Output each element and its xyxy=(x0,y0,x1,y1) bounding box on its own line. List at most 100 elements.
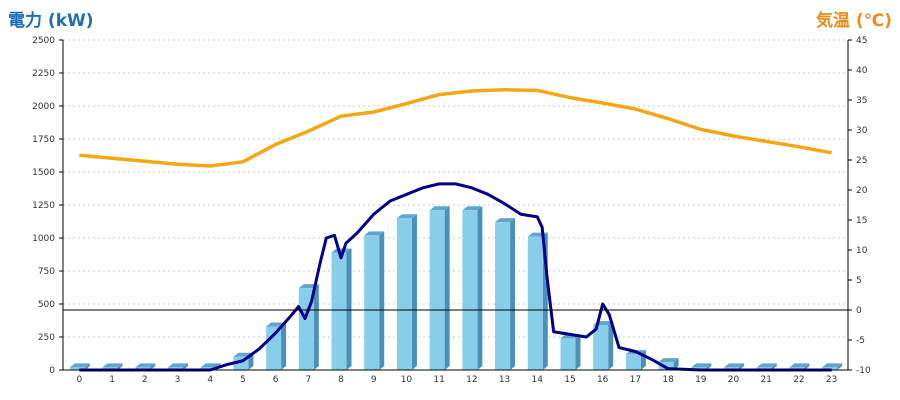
bar-top xyxy=(462,206,483,211)
line-layer xyxy=(79,88,832,372)
x-tick-label: 19 xyxy=(695,375,707,385)
x-tick-label: 4 xyxy=(207,375,213,385)
bar-side xyxy=(281,322,287,370)
left-tick-label: 0 xyxy=(49,366,55,376)
left-tick-label: 250 xyxy=(38,333,55,343)
power-line xyxy=(79,182,832,372)
bar-side xyxy=(575,334,581,370)
bar-6 xyxy=(266,322,287,370)
bar-front xyxy=(527,236,543,370)
bar-top xyxy=(756,363,777,368)
bar-front xyxy=(331,252,347,370)
bar-side xyxy=(673,358,679,370)
right-tick-label: 45 xyxy=(856,36,867,46)
left-tick-label: 2500 xyxy=(32,36,55,46)
bar-front xyxy=(364,235,380,370)
x-tick-label: 1 xyxy=(109,375,115,385)
bar-14 xyxy=(527,232,548,370)
bar-top xyxy=(495,218,516,223)
bar-side xyxy=(182,363,188,370)
right-tick-label: 40 xyxy=(856,66,868,76)
left-tick-label: 1000 xyxy=(32,234,55,244)
right-tick-label: -5 xyxy=(856,336,865,346)
x-tick-label: 15 xyxy=(564,375,575,385)
bar-side xyxy=(477,206,483,370)
x-tick-label: 6 xyxy=(273,375,279,385)
left-tick-label: 2250 xyxy=(32,69,55,79)
bar-top xyxy=(822,363,843,368)
bar-front xyxy=(593,325,609,370)
x-tick-label: 10 xyxy=(401,375,413,385)
x-tick-label: 9 xyxy=(371,375,377,385)
x-tick-label: 5 xyxy=(240,375,246,385)
left-tick-label: 1750 xyxy=(32,135,55,145)
x-tick-label: 3 xyxy=(175,375,181,385)
bar-side xyxy=(771,363,777,370)
bar-side xyxy=(608,321,614,370)
left-tick-label: 1500 xyxy=(32,168,55,178)
bar-13 xyxy=(495,218,516,370)
right-tick-label: 5 xyxy=(856,276,862,286)
bar-7 xyxy=(298,284,319,370)
bar-15 xyxy=(560,334,581,370)
bar-10 xyxy=(396,214,417,370)
x-tick-label: 11 xyxy=(433,375,444,385)
right-tick-label: 30 xyxy=(856,126,868,136)
bar-top xyxy=(102,363,123,368)
bar-front xyxy=(462,210,478,370)
bar-layer xyxy=(69,206,843,370)
bar-side xyxy=(84,363,90,370)
bar-12 xyxy=(462,206,483,370)
bar-front xyxy=(396,218,412,370)
bar-side xyxy=(804,363,810,370)
right-tick-label: 15 xyxy=(856,216,867,226)
bar-side xyxy=(117,363,123,370)
left-tick-label: 750 xyxy=(38,267,55,277)
x-tick-label: 7 xyxy=(305,375,311,385)
x-tick-label: 20 xyxy=(728,375,740,385)
bar-front xyxy=(69,367,85,370)
bar-top xyxy=(429,206,450,211)
bar-top xyxy=(789,363,810,368)
bar-front xyxy=(625,354,641,370)
grid-layer xyxy=(63,39,848,338)
bar-side xyxy=(444,206,450,370)
bar-top xyxy=(200,363,221,368)
left-tick-label: 2000 xyxy=(32,102,55,112)
x-tick-label: 8 xyxy=(338,375,344,385)
bar-front xyxy=(429,210,445,370)
bar-0 xyxy=(69,363,90,370)
axis-layer: 02505007501000125015001750200022502500-1… xyxy=(32,36,871,385)
x-tick-label: 14 xyxy=(532,375,544,385)
bar-11 xyxy=(429,206,450,370)
x-tick-label: 23 xyxy=(826,375,837,385)
right-axis-title: 気温 (℃) xyxy=(815,11,892,31)
right-tick-label: 0 xyxy=(856,306,862,316)
x-tick-label: 18 xyxy=(662,375,674,385)
x-tick-label: 16 xyxy=(597,375,609,385)
bar-side xyxy=(510,218,516,370)
bar-top xyxy=(69,363,90,368)
x-tick-label: 21 xyxy=(761,375,772,385)
x-tick-label: 0 xyxy=(76,375,82,385)
bar-side xyxy=(346,248,352,370)
bar-side xyxy=(837,363,843,370)
bar-top xyxy=(364,231,385,236)
right-tick-label: 35 xyxy=(856,96,867,106)
left-tick-label: 500 xyxy=(38,300,55,310)
bar-top xyxy=(396,214,417,219)
bar-front xyxy=(560,338,576,370)
right-tick-label: -10 xyxy=(856,366,871,376)
x-tick-label: 12 xyxy=(466,375,477,385)
bar-top xyxy=(331,248,352,253)
left-tick-label: 1250 xyxy=(32,201,55,211)
bar-front xyxy=(495,222,511,370)
bar-9 xyxy=(364,231,385,370)
bar-top xyxy=(658,358,679,363)
left-axis-title: 電力 (kW) xyxy=(8,11,94,31)
x-tick-label: 2 xyxy=(142,375,148,385)
bar-side xyxy=(706,363,712,370)
bar-8 xyxy=(331,248,352,370)
